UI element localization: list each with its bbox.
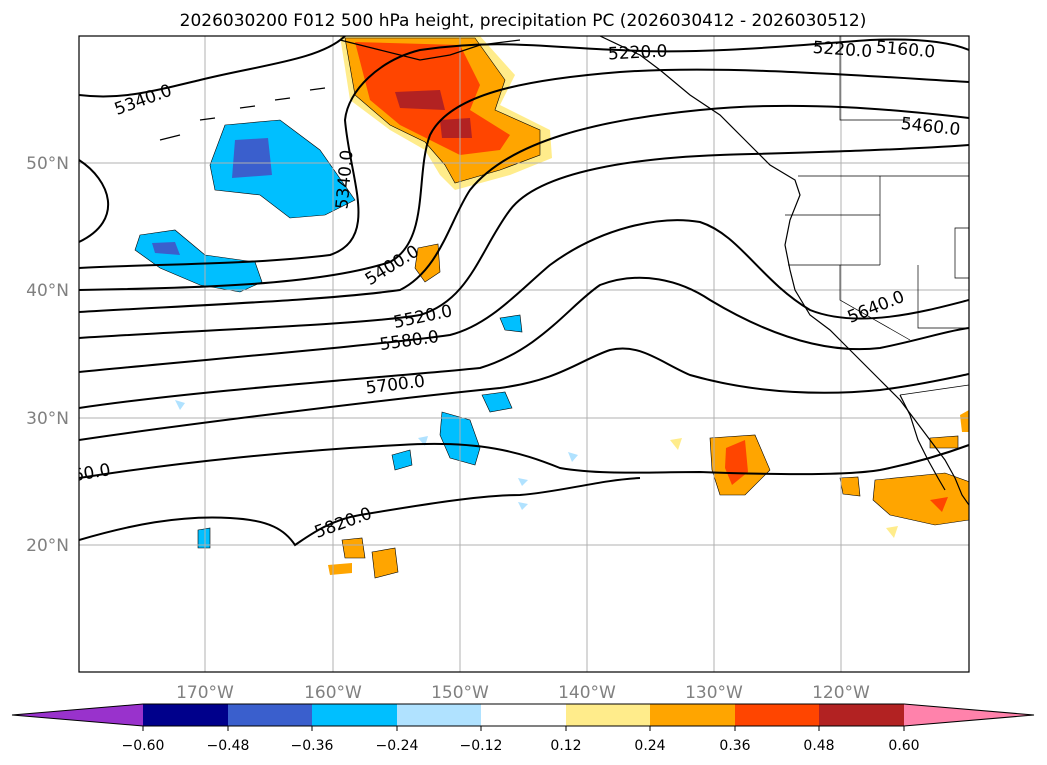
height-contour	[79, 477, 641, 547]
precip-area-neg012	[568, 452, 578, 462]
height-contour	[79, 219, 969, 373]
lon-axis: 170°W 160°W 150°W 140°W 130°W 120°W	[176, 683, 870, 703]
height-contour	[79, 144, 969, 339]
precip-area-pos024	[328, 563, 352, 575]
precip-positive-areas	[328, 36, 969, 579]
precip-area-pos024	[872, 472, 969, 526]
colorbar-tick-label: −0.60	[122, 738, 165, 754]
height-contour	[79, 276, 969, 409]
colorbar-extend-low	[12, 704, 143, 726]
precip-area-pos024	[839, 476, 861, 497]
chart-title: 2026030200 F012 500 hPa height, precipit…	[180, 11, 867, 31]
precip-area-neg012	[518, 478, 528, 486]
precip-area-neg024	[499, 314, 523, 333]
precip-area-neg012	[175, 400, 185, 410]
lon-label-140w: 140°W	[558, 683, 616, 703]
height-contour	[79, 36, 346, 98]
height-contours	[79, 36, 969, 547]
lon-label-170w: 170°W	[176, 683, 234, 703]
colorbar-bin	[735, 704, 820, 726]
precip-area-pos024	[960, 410, 969, 432]
precip-area-pos024	[341, 537, 366, 559]
lon-label-160w: 160°W	[304, 683, 362, 703]
precip-area-neg012	[518, 502, 528, 510]
border-canada-bc	[839, 36, 910, 121]
colorbar-bin	[312, 704, 397, 726]
precip-area-pos024	[371, 547, 399, 579]
colorbar-tick-label: 0.24	[634, 738, 665, 754]
colorbar: −0.60 −0.48 −0.36 −0.24 −0.12 0.12 0.24 …	[11, 703, 1035, 754]
height-contour	[79, 68, 969, 291]
colorbar-tick-label: −0.36	[291, 738, 334, 754]
islands-aleutian	[159, 87, 326, 141]
precip-area-neg048	[152, 242, 180, 255]
lat-label-40: 40°N	[26, 281, 69, 301]
border-state-ca-nv	[839, 265, 911, 341]
border-state-az	[917, 265, 969, 329]
colorbar-bin	[397, 704, 482, 726]
border-state-ut	[954, 227, 969, 279]
political-borders	[785, 36, 969, 396]
coastline-baja	[899, 394, 946, 491]
coastline-north-america	[599, 36, 969, 506]
colorbar-bin	[566, 704, 651, 726]
height-contour	[79, 442, 969, 479]
precip-area-pos048	[440, 118, 472, 138]
height-contour	[79, 38, 969, 269]
colorbar-tick-label: 0.48	[803, 738, 834, 754]
colorbar-bin	[143, 704, 228, 726]
colorbar-tick-label: −0.48	[207, 738, 250, 754]
lat-label-30: 30°N	[26, 409, 69, 429]
map-frame	[78, 35, 970, 673]
precip-area-pos048	[395, 90, 445, 110]
lat-label-20: 20°N	[26, 536, 69, 556]
colorbar-tick-label: 0.12	[550, 738, 581, 754]
precip-area-neg048	[232, 138, 272, 178]
precip-area-neg024	[197, 527, 211, 549]
height-contour	[79, 159, 109, 243]
precip-area-pos012	[670, 438, 682, 450]
map-panel: 5340.0 5340.0 5220.0 5160.0 5220.0 5460.…	[79, 36, 969, 672]
graticule	[79, 36, 969, 672]
precip-area-pos036	[930, 497, 948, 512]
colorbar-bin	[228, 704, 313, 726]
precip-area-pos024	[414, 243, 441, 283]
colorbar-bin	[481, 704, 566, 726]
lon-label-120w: 120°W	[812, 683, 870, 703]
precip-area-neg024	[481, 391, 513, 413]
height-contour	[79, 104, 969, 313]
border-us-mexico	[899, 384, 969, 396]
colorbar-tick-label: −0.12	[460, 738, 503, 754]
colorbar-tick-label: 0.60	[888, 738, 919, 754]
contour-label: 5220.0	[812, 38, 873, 62]
height-contour	[79, 347, 969, 441]
precip-negative-areas	[134, 119, 578, 549]
precip-area-pos012	[886, 526, 898, 538]
precip-area-neg024	[391, 449, 413, 471]
contour-label: 5220.0	[608, 41, 668, 64]
lon-label-130w: 130°W	[685, 683, 743, 703]
lat-axis: 50°N 40°N 30°N 20°N	[26, 154, 69, 556]
colorbar-tick-label: −0.24	[376, 738, 419, 754]
colorbar-extend-high	[904, 704, 1034, 726]
colorbar-bin	[819, 704, 904, 726]
lon-label-150w: 150°W	[431, 683, 489, 703]
colorbar-bin	[650, 704, 735, 726]
colorbar-ticks	[142, 726, 905, 731]
lat-label-50: 50°N	[26, 154, 69, 174]
colorbar-tick-label: 0.36	[719, 738, 750, 754]
